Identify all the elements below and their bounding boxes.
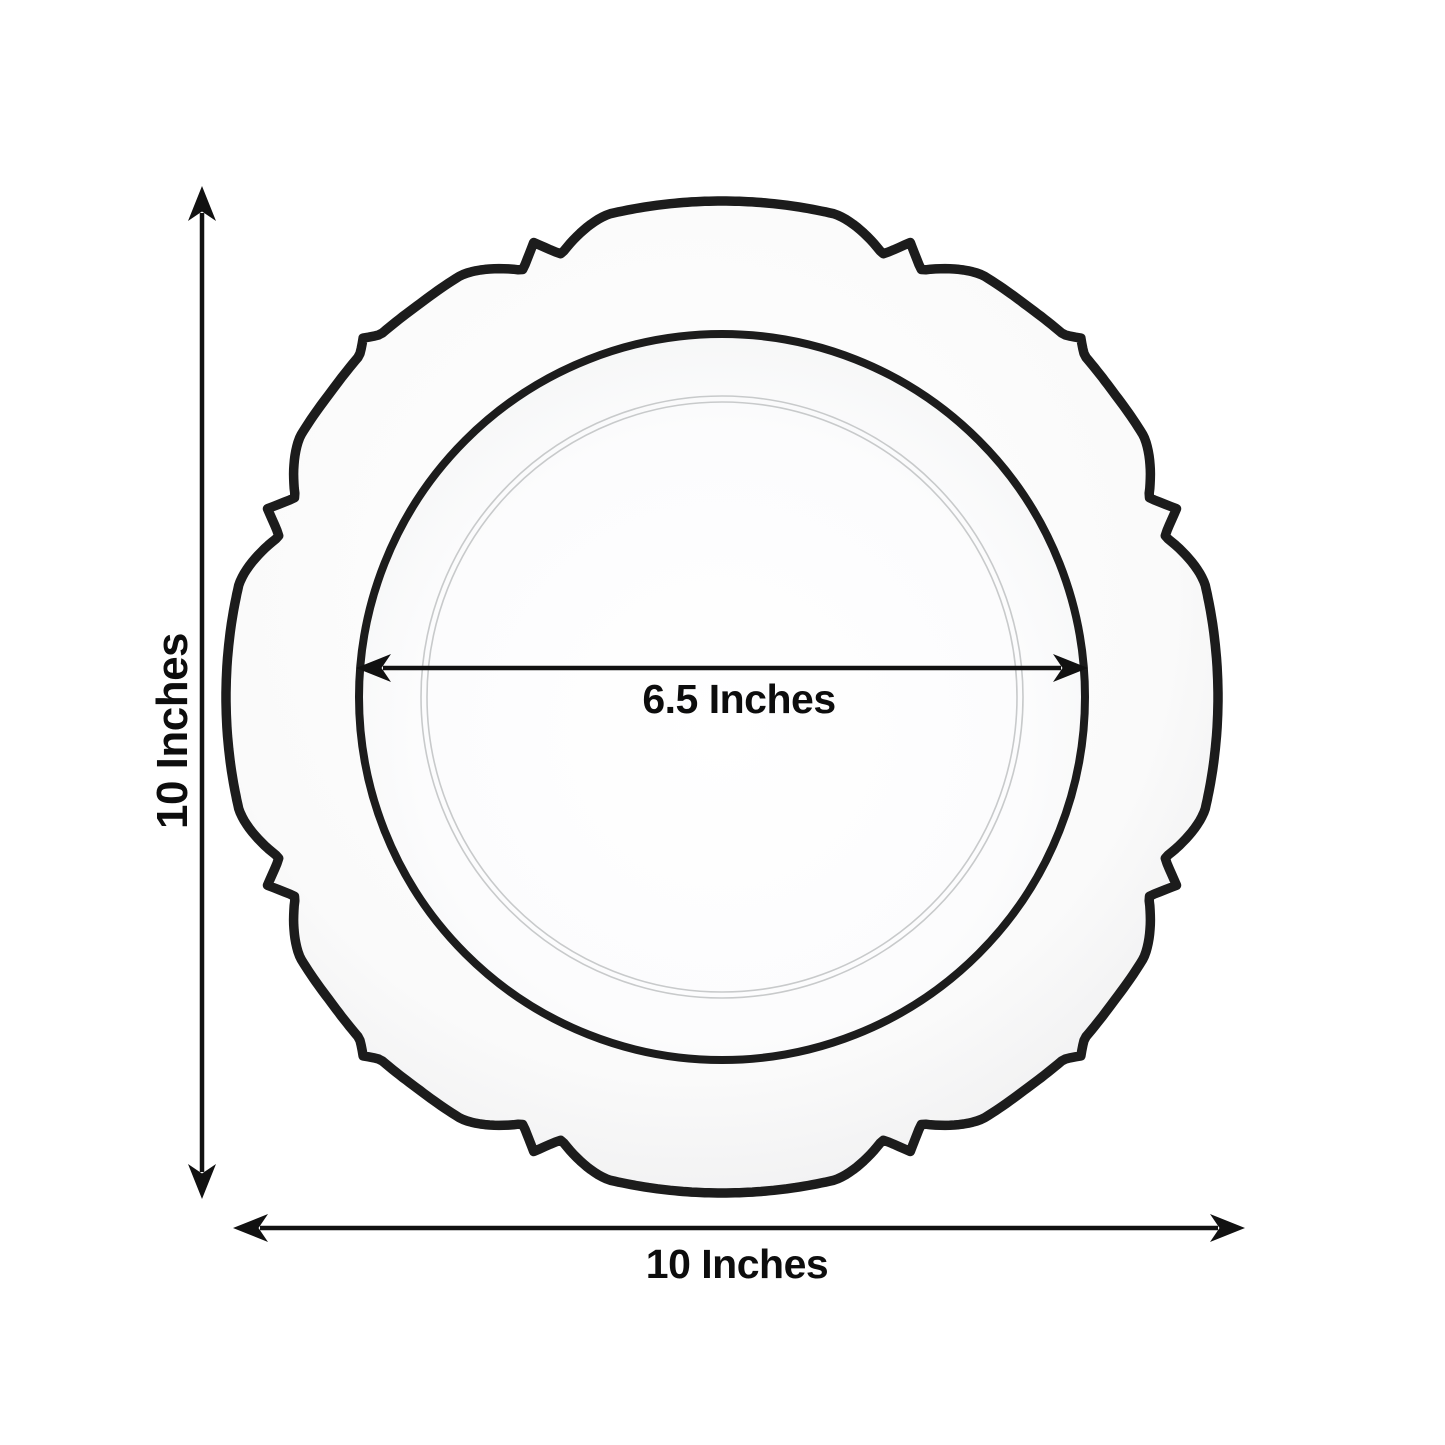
arrow-up-icon (188, 186, 216, 221)
arrow-right-icon (1053, 654, 1088, 682)
height-dimension-label: 10 Inches (148, 633, 197, 829)
scalloped-charger-plate (221, 196, 1223, 1198)
arrow-left-icon (233, 1214, 268, 1242)
plate-emboss-ring-outer (420, 395, 1024, 999)
plate-emboss-ring-inner (426, 401, 1018, 993)
width-dimension-label: 10 Inches (646, 1241, 828, 1287)
width-dimension-arrow (233, 1214, 1245, 1242)
inner-diameter-label: 6.5 Inches (642, 676, 835, 722)
height-dimension-label-group: 10 Inches (148, 633, 197, 829)
arrow-down-icon (188, 1164, 216, 1199)
arrow-right-icon (1210, 1214, 1245, 1242)
height-dimension-arrow (188, 186, 216, 1199)
dimension-annotations: 10 Inches 6.5 Inches 10 Inches (148, 186, 1245, 1287)
inner-diameter-dimension-arrow (356, 654, 1088, 682)
arrow-left-icon (356, 654, 391, 682)
plate-inner-black-ring (355, 330, 1089, 1064)
